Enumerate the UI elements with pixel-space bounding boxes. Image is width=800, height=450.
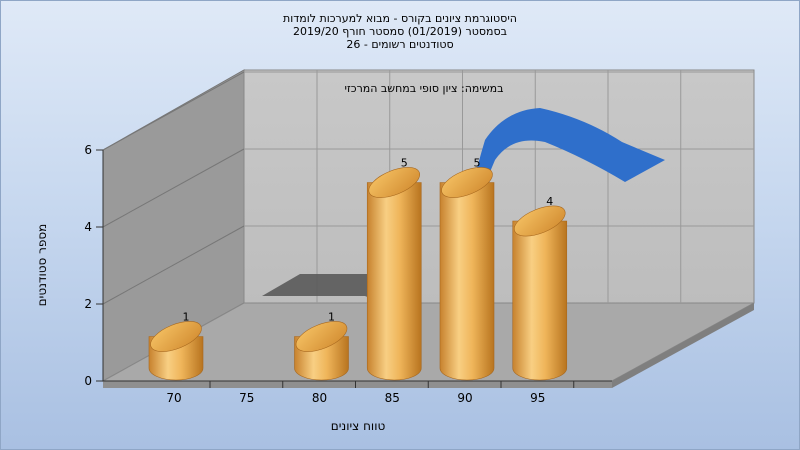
bar-top: [514, 205, 566, 237]
grid-line: [102, 71, 245, 151]
x-tick-label: 85: [385, 391, 400, 405]
y-tick-label: 2: [84, 297, 92, 311]
chart-subtitle: במשימה: ציון סופי במחשב המרכזי: [344, 82, 503, 95]
curve-ribbon: [455, 108, 665, 262]
bar-top: [295, 321, 348, 352]
chart-title-line-3: סטודנטים רשומים - 26: [346, 38, 454, 51]
x-tick-label: 95: [530, 391, 545, 405]
bar-body: [512, 220, 568, 381]
x-tick-label: 90: [457, 391, 472, 405]
grid-line: [102, 148, 245, 228]
floor-edge-right: [612, 303, 754, 388]
bar: 5: [439, 157, 495, 381]
x-axis-label: טווח ציונים: [331, 419, 386, 433]
y-axis-label: מספר סטודנטים: [35, 224, 49, 307]
bar: 1: [148, 311, 204, 381]
bar-top: [150, 321, 202, 352]
chart-title-line-1: היסטוגרמת ציונים בקורס - מבוא למערכות לו…: [283, 12, 517, 25]
bar: 5: [366, 157, 422, 381]
x-tick-label: 75: [239, 391, 254, 405]
x-axis-ticks: 70 75 80 85 90 95: [166, 381, 575, 405]
y-tick-label: 4: [84, 220, 92, 234]
bar-value-label: 1: [328, 311, 335, 324]
x-tick-label: 80: [312, 391, 327, 405]
y-axis-ticks: 0 2 4 6: [84, 143, 103, 388]
y-tick-label: 0: [84, 374, 92, 388]
x-tick-label: 70: [166, 391, 181, 405]
grid-line: [102, 225, 245, 305]
bar-value-label: 5: [401, 157, 408, 170]
bar-body: [439, 182, 495, 381]
bar: 4: [512, 195, 568, 381]
bar-body: [366, 182, 422, 381]
distribution-curve: [455, 108, 665, 262]
bar: 1: [294, 311, 349, 381]
y-tick-label: 6: [84, 143, 92, 157]
back-wall: [243, 69, 755, 304]
bar-value-label: 1: [183, 311, 190, 324]
chart-title-line-2: בסמסטר (01/2019) סמסטר חורף 2019/20: [293, 25, 507, 38]
bar-top: [441, 167, 493, 198]
bar-value-label: 4: [546, 195, 553, 208]
bars: 1 1 5 5 4: [148, 157, 568, 381]
floor-edge: [103, 381, 612, 388]
bar-value-label: 5: [474, 157, 481, 170]
bar-top: [368, 167, 420, 198]
